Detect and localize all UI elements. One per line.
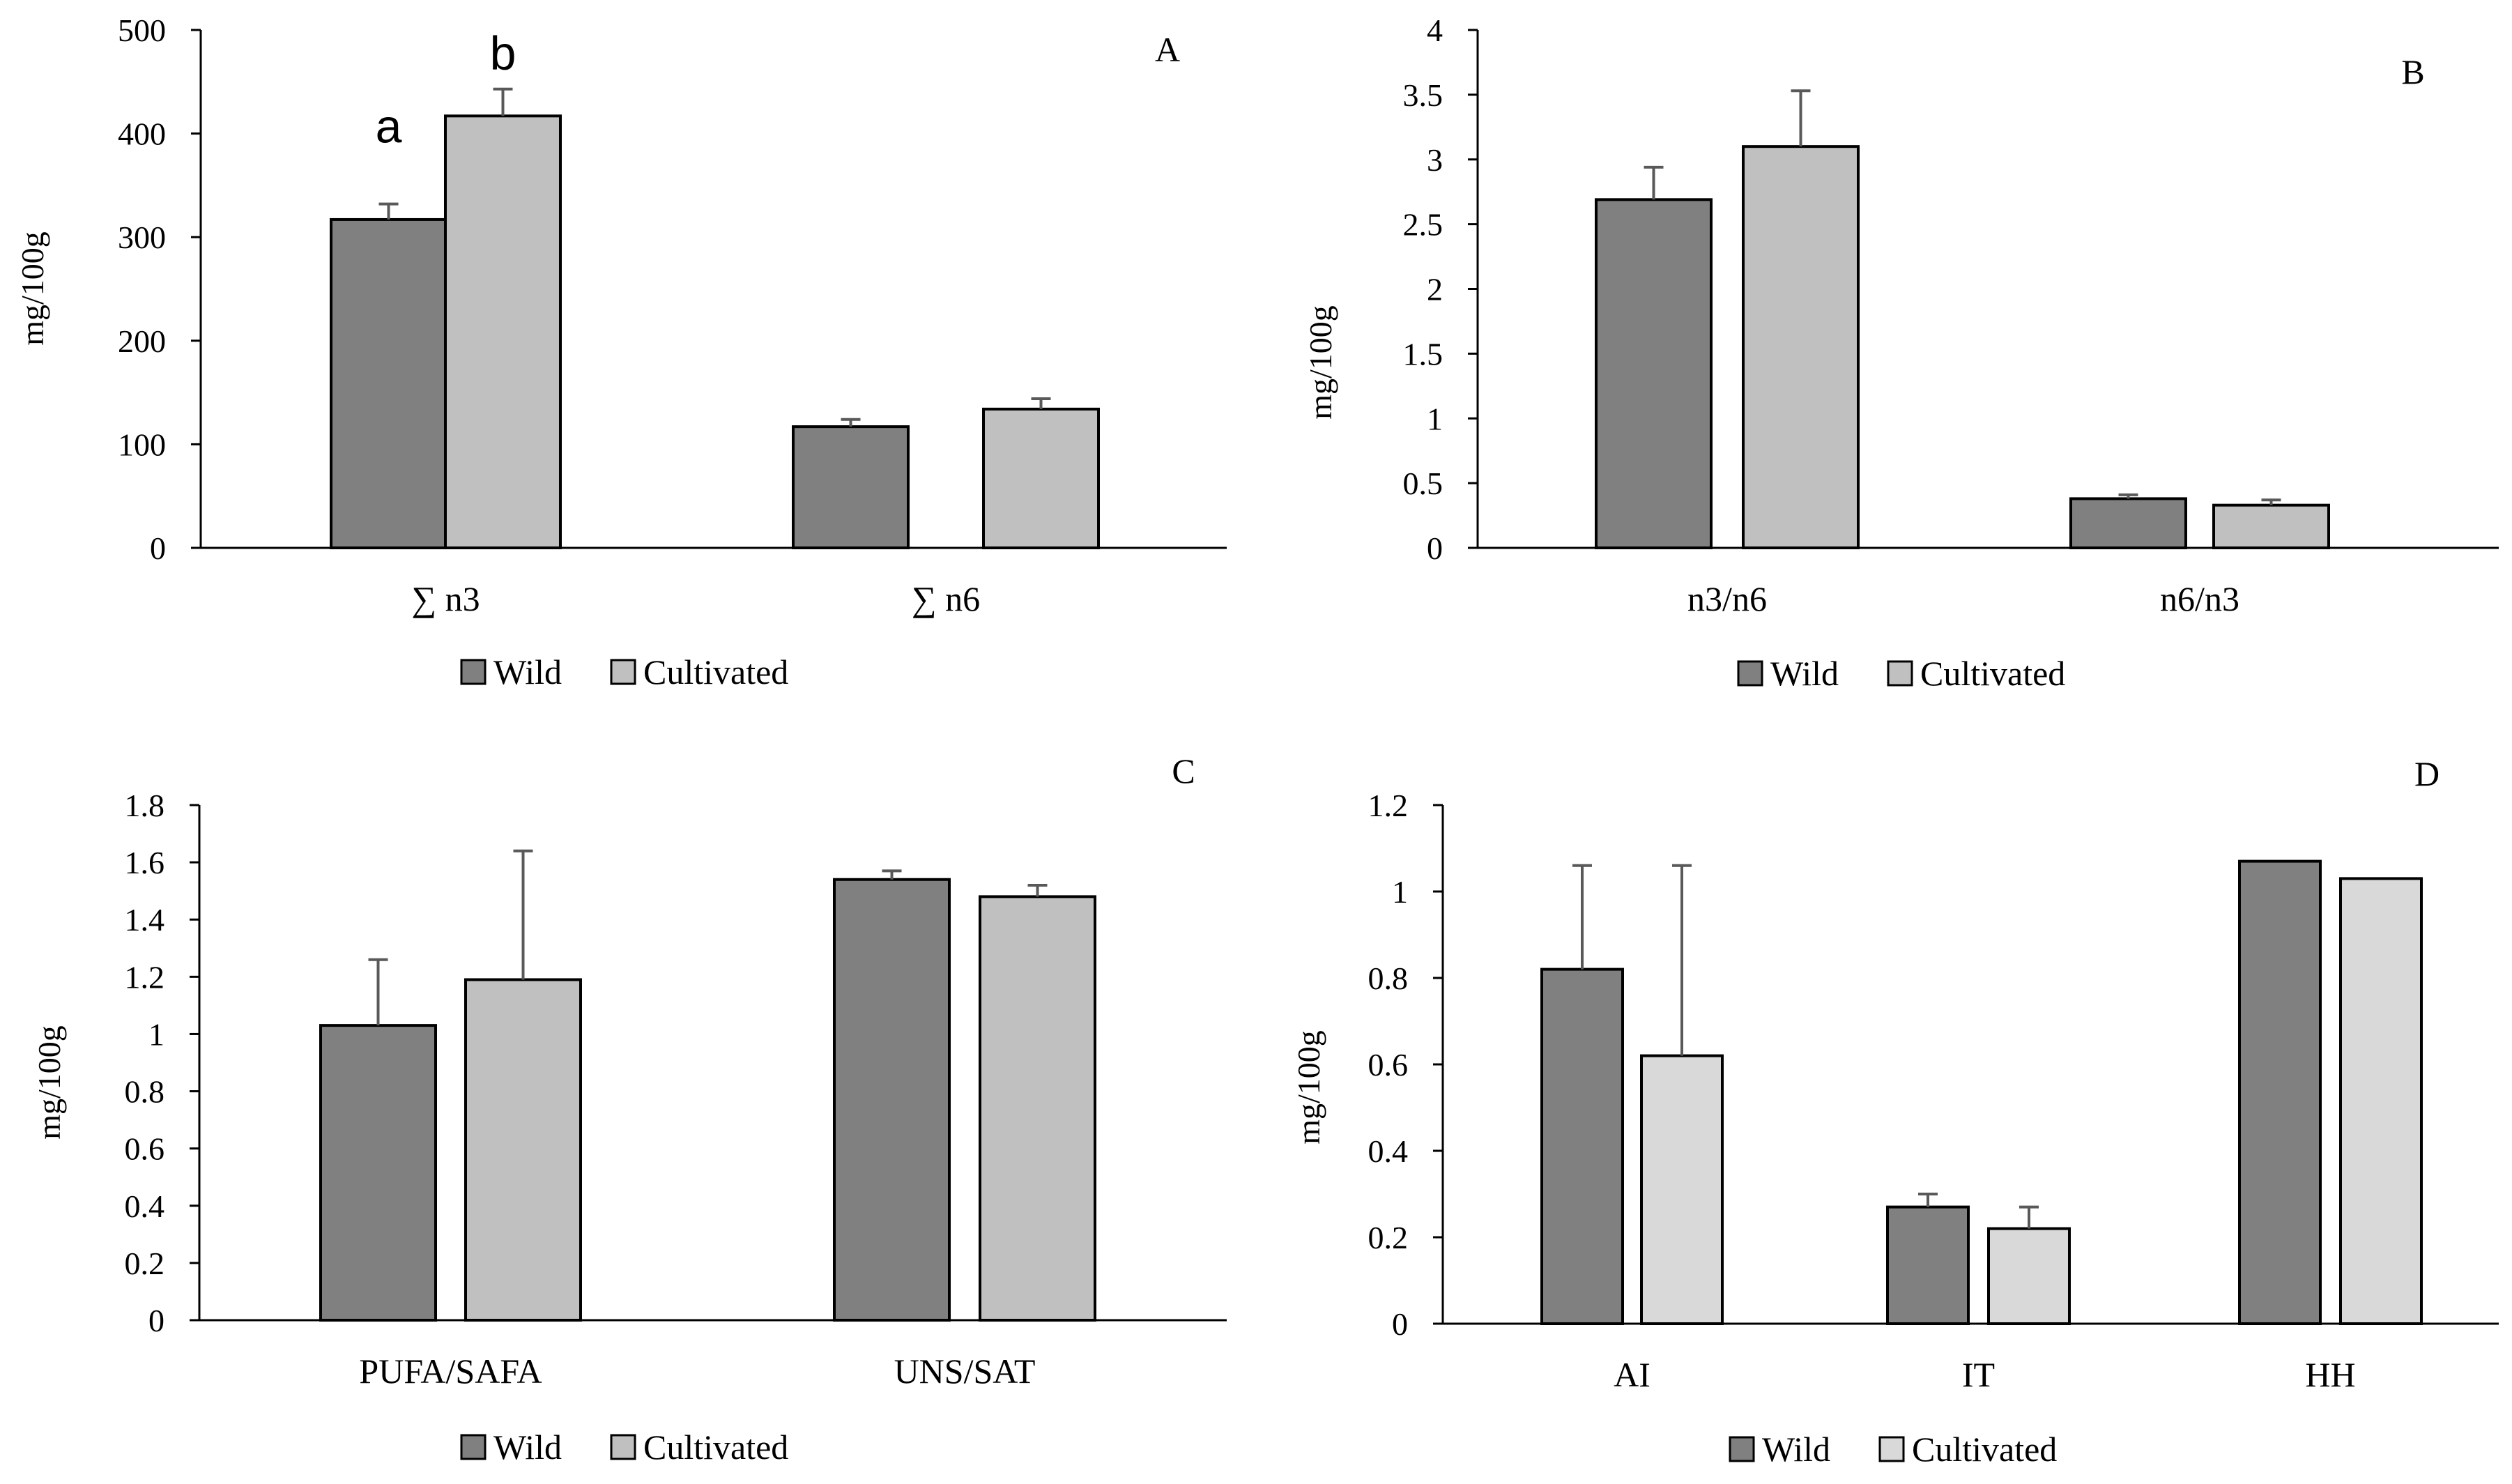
legend-label-cultivated: Cultivated [1920,654,2065,693]
legend-swatch-cultivated [1887,660,1913,687]
y-tick-label: 1.6 [125,845,165,880]
y-tick-label: 0.4 [125,1188,165,1224]
y-tick-label: 0.2 [125,1246,165,1281]
y-tick-label: 1.2 [1368,788,1409,823]
y-tick-label: 0 [1427,530,1443,566]
significance-letter: b [490,27,516,80]
y-tick-label: 1 [1427,401,1443,436]
y-tick-label: 1.2 [125,959,165,995]
y-tick-label: 2.5 [1403,207,1443,243]
bar-wild-a-1 [792,425,910,549]
legend-swatch-wild [460,1434,487,1460]
y-tick-label: 4 [1427,13,1443,48]
y-axis-label: mg/100g [15,231,50,346]
y-tick-label: 0 [1392,1306,1408,1342]
category-label: ∑ n3 [411,579,480,618]
y-tick-label: 0.6 [125,1131,165,1167]
y-tick-label: 0.8 [1368,961,1409,996]
panel-label: B [2401,52,2424,91]
y-tick-label: 1.8 [125,788,165,823]
bar-cultivated-b-0 [1742,145,1860,550]
category-label: n6/n3 [2160,579,2239,618]
y-tick-label: 500 [118,13,166,48]
legend-label-cultivated: Cultivated [643,1428,788,1467]
y-tick-label: 300 [118,220,166,255]
bar-cultivated-a-0 [444,114,562,549]
legend-label-wild: Wild [493,652,562,691]
legend-swatch-cultivated [1878,1436,1905,1462]
y-tick-label: 100 [118,427,166,462]
y-tick-label: 200 [118,323,166,359]
y-tick-label: 2 [1427,272,1443,307]
y-tick-label: 0.8 [125,1074,165,1110]
y-tick-label: 0.2 [1368,1220,1409,1255]
y-tick-label: 1 [148,1016,164,1052]
bar-wild-a-0 [330,217,447,549]
panel-label: D [2414,754,2440,793]
y-tick-label: 0 [148,1303,164,1338]
bar-cultivated-d-1 [1987,1227,2071,1325]
y-tick-label: 0.5 [1403,466,1443,501]
category-label: PUFA/SAFA [359,1352,542,1391]
bar-wild-d-1 [1886,1205,1970,1325]
panel-label: A [1155,30,1180,69]
category-label: HH [2305,1355,2355,1394]
bar-wild-d-2 [2238,859,2322,1325]
category-label: ∑ n6 [912,579,980,618]
y-tick-label: 0.4 [1368,1133,1409,1169]
legend-swatch-cultivated [610,659,636,685]
bar-wild-d-0 [1540,967,1624,1325]
bar-wild-c-1 [833,878,951,1322]
bar-cultivated-d-0 [1640,1054,1724,1325]
y-axis-label: mg/100g [1303,305,1338,420]
y-tick-label: 1.5 [1403,336,1443,372]
category-label: n3/n6 [1687,579,1767,618]
y-tick-label: 0 [150,530,166,566]
bar-cultivated-d-2 [2339,877,2423,1325]
bar-cultivated-b-1 [2212,503,2330,550]
bar-cultivated-c-1 [979,895,1096,1322]
y-tick-label: 3 [1427,142,1443,178]
legend-label-wild: Wild [493,1428,562,1467]
legend-label-wild: Wild [1762,1430,1830,1469]
bar-cultivated-c-0 [464,978,582,1322]
legend-swatch-wild [1737,660,1763,687]
y-axis-label: mg/100g [31,1025,67,1140]
bar-wild-c-0 [319,1024,437,1322]
panel-label: C [1172,751,1195,790]
y-tick-label: 1 [1392,874,1408,910]
category-label: IT [1962,1355,1995,1394]
legend-label-cultivated: Cultivated [643,652,788,691]
legend-swatch-wild [460,659,487,685]
y-tick-label: 400 [118,116,166,152]
legend-swatch-cultivated [610,1434,636,1460]
y-axis-label: mg/100g [1291,1030,1326,1145]
y-tick-label: 0.6 [1368,1047,1409,1083]
bar-cultivated-a-1 [982,407,1100,549]
y-tick-label: 1.4 [125,902,165,938]
significance-letter: a [376,100,402,153]
category-label: AI [1614,1355,1651,1394]
legend-label-cultivated: Cultivated [1912,1430,2057,1469]
category-label: UNS/SAT [894,1352,1036,1391]
legend-label-wild: Wild [1770,654,1839,693]
legend-swatch-wild [1729,1436,1755,1462]
y-tick-label: 3.5 [1403,77,1443,113]
bar-wild-b-1 [2069,497,2187,549]
bar-wild-b-0 [1595,198,1713,549]
